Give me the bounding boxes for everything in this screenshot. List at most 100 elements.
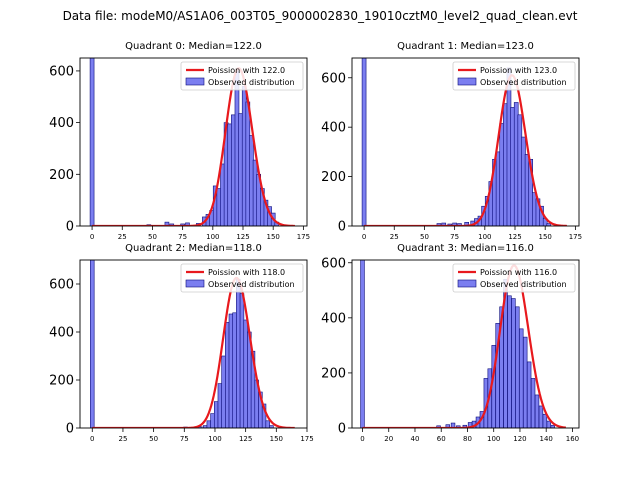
- histogram-bar: [457, 223, 462, 226]
- histogram-bar: [546, 223, 552, 226]
- histogram-bar: [225, 322, 230, 428]
- y-tick-label: 200: [321, 170, 346, 185]
- plot-area: [90, 260, 295, 428]
- subplot-3: Quadrant 3: Median=116.0 0 200 400 600 0 20 40 6…: [321, 243, 580, 443]
- histogram-bar: [522, 336, 528, 428]
- histogram-bar: [217, 383, 223, 428]
- histogram-bar: [265, 420, 270, 428]
- axes-frame: [351, 259, 580, 429]
- histogram-bar: [239, 293, 245, 428]
- histogram-bar: [361, 58, 367, 226]
- legend-curve-label: Poission with 118.0: [208, 268, 285, 277]
- y-tick-label: 0: [338, 422, 346, 437]
- histogram-bar: [164, 221, 170, 226]
- histogram-bar: [507, 295, 512, 428]
- legend: Poission with 118.0 Observed distribution: [180, 263, 304, 293]
- x-tick-label: 0: [90, 435, 94, 443]
- histogram-bar: [550, 424, 555, 428]
- x-tick-label: 25: [118, 233, 127, 241]
- x-tick-label: 0: [360, 435, 364, 443]
- x-tick-label: 80: [463, 435, 472, 443]
- histogram-bar: [228, 313, 234, 428]
- histogram-bar: [261, 403, 267, 428]
- subplot-title: Quadrant 2: Median=118.0: [125, 243, 262, 254]
- legend-bars-swatch: [457, 279, 477, 288]
- x-tick-label: 75: [180, 435, 189, 443]
- legend-curve-label: Poission with 116.0: [480, 268, 557, 277]
- x-tick-label: 120: [513, 435, 526, 443]
- x-tick-label: 100: [478, 233, 491, 241]
- legend-bars-swatch: [457, 77, 477, 86]
- axes-frame: [351, 57, 580, 227]
- histogram-bar: [210, 413, 215, 428]
- x-tick-label: 25: [390, 233, 399, 241]
- histogram-bar: [542, 413, 548, 428]
- x-tick-label: 0: [90, 233, 94, 241]
- legend-bars-swatch: [185, 279, 205, 288]
- x-tick-label: 60: [437, 435, 446, 443]
- histogram-bar: [546, 420, 552, 428]
- axes-frame: [79, 57, 308, 227]
- legend-bars-label: Observed distribution: [480, 78, 567, 87]
- y-tick-label: 600: [321, 71, 346, 86]
- legend-bars-label: Observed distribution: [480, 280, 567, 289]
- y-tick-label: 0: [66, 220, 74, 235]
- subplot-title: Quadrant 1: Median=123.0: [397, 41, 534, 52]
- legend-curve-label: Poission with 123.0: [480, 66, 557, 75]
- subplot-title: Quadrant 3: Median=116.0: [397, 243, 534, 254]
- histogram-bar: [519, 328, 524, 428]
- poisson-curve-line: [92, 67, 295, 226]
- legend-box: [452, 263, 576, 293]
- legend: Poission with 123.0 Observed distribution: [452, 61, 576, 91]
- x-tick-label: 75: [450, 233, 459, 241]
- histogram-bar: [269, 425, 274, 428]
- y-tick-label: 0: [338, 220, 346, 235]
- histogram-bar: [436, 223, 442, 226]
- x-tick-label: 25: [118, 435, 127, 443]
- x-tick-label: 100: [487, 435, 500, 443]
- subplot-title: Quadrant 0: Median=122.0: [125, 41, 262, 52]
- y-tick-label: 600: [49, 278, 74, 293]
- y-tick-label: 400: [321, 311, 346, 326]
- legend-bars-swatch: [185, 77, 205, 86]
- subplot-1: Quadrant 1: Median=123.0 0 200 400 600 0 25 50 7…: [321, 41, 582, 241]
- x-tick-label: 125: [239, 435, 252, 443]
- x-tick-label: 150: [270, 435, 283, 443]
- x-tick-label: 175: [300, 435, 313, 443]
- x-tick-label: 160: [566, 435, 579, 443]
- histogram-bar: [213, 401, 219, 428]
- x-tick-label: 20: [384, 435, 393, 443]
- y-tick-label: 400: [321, 121, 346, 136]
- histogram-bar: [243, 319, 248, 428]
- histogram-bar: [221, 355, 226, 428]
- y-tick-label: 200: [321, 366, 346, 381]
- histogram-bar: [236, 278, 241, 428]
- x-tick-label: 40: [411, 435, 420, 443]
- legend-box: [180, 263, 304, 293]
- subplot-2: Quadrant 2: Median=118.0 0 200 400 600 0 25 50 7…: [49, 243, 314, 443]
- y-tick-label: 200: [49, 168, 74, 183]
- histogram-bar: [530, 378, 536, 428]
- x-tick-label: 0: [362, 233, 366, 241]
- histogram-bar: [232, 312, 237, 428]
- x-tick-label: 100: [206, 233, 219, 241]
- x-tick-label: 175: [297, 233, 310, 241]
- plot-area: [361, 58, 567, 226]
- histogram-bar: [515, 306, 520, 428]
- legend-box: [452, 61, 576, 91]
- x-tick-label: 125: [508, 233, 521, 241]
- legend: Poission with 116.0 Observed distribution: [452, 263, 576, 293]
- legend: Poission with 122.0 Observed distribution: [180, 61, 304, 91]
- legend-box: [180, 61, 304, 91]
- histogram-bar: [526, 361, 532, 428]
- figure-title: Data file: modeM0/AS1A06_003T05_90000028…: [63, 9, 578, 23]
- x-tick-label: 150: [539, 233, 552, 241]
- x-tick-label: 125: [236, 233, 249, 241]
- y-tick-label: 600: [321, 256, 346, 271]
- histogram-bar: [89, 58, 95, 226]
- plot-area: [89, 58, 295, 226]
- x-tick-label: 140: [540, 435, 553, 443]
- legend-bars-label: Observed distribution: [208, 78, 295, 87]
